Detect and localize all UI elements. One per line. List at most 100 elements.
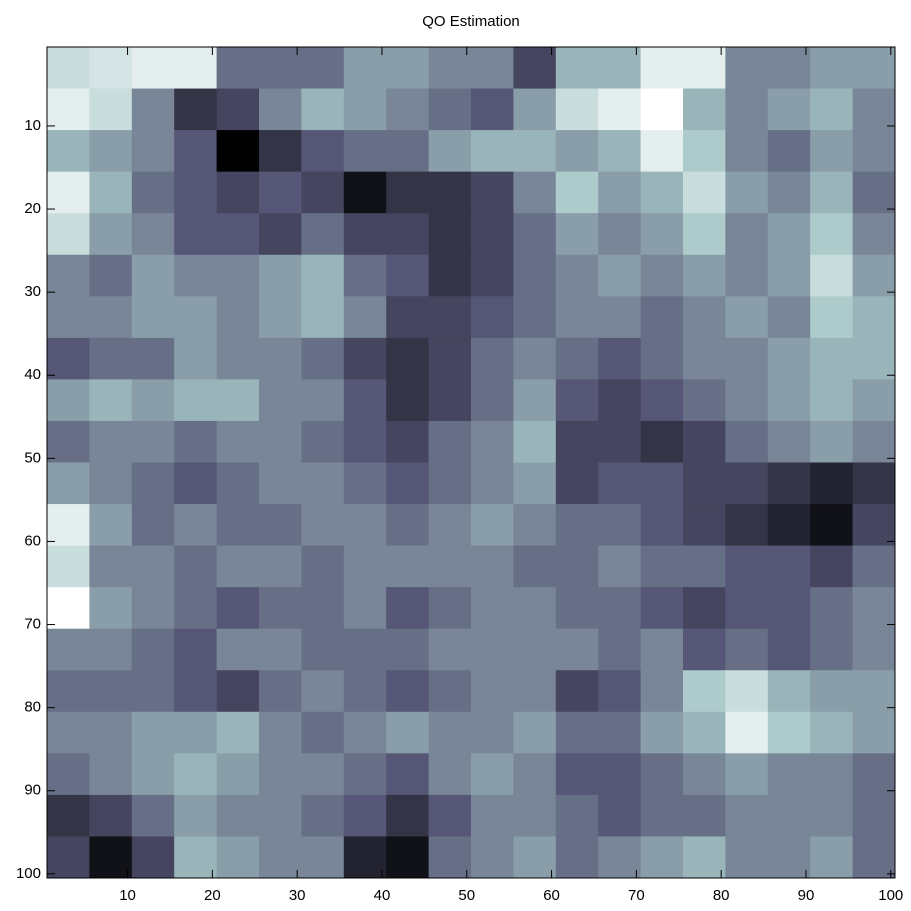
- heatmap-cell: [259, 296, 302, 339]
- heatmap-cell: [174, 88, 218, 131]
- heatmap-cell: [428, 130, 472, 173]
- heatmap-cell: [259, 337, 302, 380]
- heatmap-cell: [852, 462, 896, 505]
- heatmap-cell: [471, 794, 514, 837]
- heatmap-cell: [89, 420, 133, 463]
- heatmap-cell: [259, 504, 302, 547]
- heatmap-cell: [852, 379, 896, 422]
- heatmap-cell: [174, 254, 218, 297]
- heatmap-cell: [131, 545, 175, 588]
- heatmap-cell: [725, 379, 769, 422]
- heatmap-cell: [131, 420, 175, 463]
- heatmap-cell: [131, 462, 175, 505]
- heatmap-cell: [343, 794, 387, 837]
- heatmap-cell: [89, 545, 133, 588]
- heatmap-cell: [640, 504, 684, 547]
- heatmap-cell: [89, 670, 133, 713]
- heatmap-cell: [598, 628, 642, 671]
- x-tick-label: 50: [458, 887, 475, 904]
- heatmap-cell: [852, 836, 896, 879]
- x-tick-label: 10: [119, 887, 136, 904]
- heatmap-cell: [852, 420, 896, 463]
- heatmap-cell: [810, 254, 854, 297]
- heatmap-cell: [852, 213, 896, 256]
- heatmap-cell: [725, 836, 769, 879]
- heatmap-cell: [343, 171, 387, 214]
- heatmap-cell: [47, 587, 90, 630]
- heatmap-cell: [216, 670, 260, 713]
- heatmap-cell: [471, 836, 514, 879]
- heatmap-cell: [683, 462, 726, 505]
- heatmap-cell: [131, 337, 175, 380]
- heatmap-cell: [343, 213, 387, 256]
- heatmap-cell: [810, 88, 854, 131]
- heatmap-cell: [513, 254, 557, 297]
- heatmap-cell: [555, 171, 599, 214]
- heatmap-cell: [683, 711, 726, 754]
- heatmap-cell: [301, 254, 345, 297]
- heatmap-cell: [471, 337, 514, 380]
- heatmap-cell: [259, 711, 302, 754]
- heatmap-cell: [343, 296, 387, 339]
- heatmap-cell: [216, 836, 260, 879]
- heatmap-cell: [640, 753, 684, 796]
- heatmap-cell: [555, 711, 599, 754]
- heatmap-cell: [174, 213, 218, 256]
- heatmap-cell: [767, 794, 811, 837]
- heatmap-cell: [131, 88, 175, 131]
- heatmap-cell: [683, 296, 726, 339]
- heatmap-cell: [471, 670, 514, 713]
- heatmap-cell: [767, 88, 811, 131]
- heatmap-cell: [301, 711, 345, 754]
- x-tick-label: 80: [713, 887, 730, 904]
- heatmap-cell: [767, 545, 811, 588]
- heatmap-cell: [555, 587, 599, 630]
- heatmap-cell: [343, 47, 387, 90]
- heatmap-cell: [47, 836, 90, 879]
- heatmap-cell: [386, 254, 430, 297]
- heatmap-cell: [301, 587, 345, 630]
- heatmap-cell: [386, 587, 430, 630]
- heatmap-cell: [471, 504, 514, 547]
- heatmap-cell: [216, 420, 260, 463]
- heatmap-cell: [428, 753, 472, 796]
- heatmap-cell: [810, 628, 854, 671]
- heatmap-cell: [216, 337, 260, 380]
- heatmap-cell: [471, 47, 514, 90]
- x-tick-label: 90: [798, 887, 815, 904]
- heatmap-cell: [640, 171, 684, 214]
- heatmap-cell: [513, 504, 557, 547]
- heatmap-cell: [174, 47, 218, 90]
- heatmap-cell: [386, 171, 430, 214]
- heatmap-cell: [513, 171, 557, 214]
- heatmap-cell: [598, 171, 642, 214]
- heatmap-cell: [852, 130, 896, 173]
- heatmap-cell: [47, 379, 90, 422]
- heatmap-cell: [852, 296, 896, 339]
- heatmap-cell: [767, 213, 811, 256]
- heatmap-cell: [216, 379, 260, 422]
- heatmap-cell: [598, 213, 642, 256]
- heatmap-cell: [174, 628, 218, 671]
- heatmap-cell: [259, 794, 302, 837]
- heatmap-cell: [598, 462, 642, 505]
- heatmap-cell: [216, 296, 260, 339]
- heatmap-cell: [725, 88, 769, 131]
- heatmap-cell: [767, 504, 811, 547]
- heatmap-cell: [598, 88, 642, 131]
- heatmap-cell: [47, 504, 90, 547]
- heatmap-cell: [767, 296, 811, 339]
- heatmap-cell: [174, 587, 218, 630]
- heatmap-cell: [343, 504, 387, 547]
- heatmap-cell: [640, 711, 684, 754]
- heatmap-cell: [89, 462, 133, 505]
- heatmap-cell: [725, 670, 769, 713]
- heatmap-cell: [47, 171, 90, 214]
- heatmap-cell: [47, 337, 90, 380]
- heatmap-cell: [640, 587, 684, 630]
- heatmap-cell: [683, 504, 726, 547]
- heatmap-cell: [386, 88, 430, 131]
- heatmap-cell: [725, 794, 769, 837]
- heatmap-cell: [89, 130, 133, 173]
- heatmap-cell: [174, 130, 218, 173]
